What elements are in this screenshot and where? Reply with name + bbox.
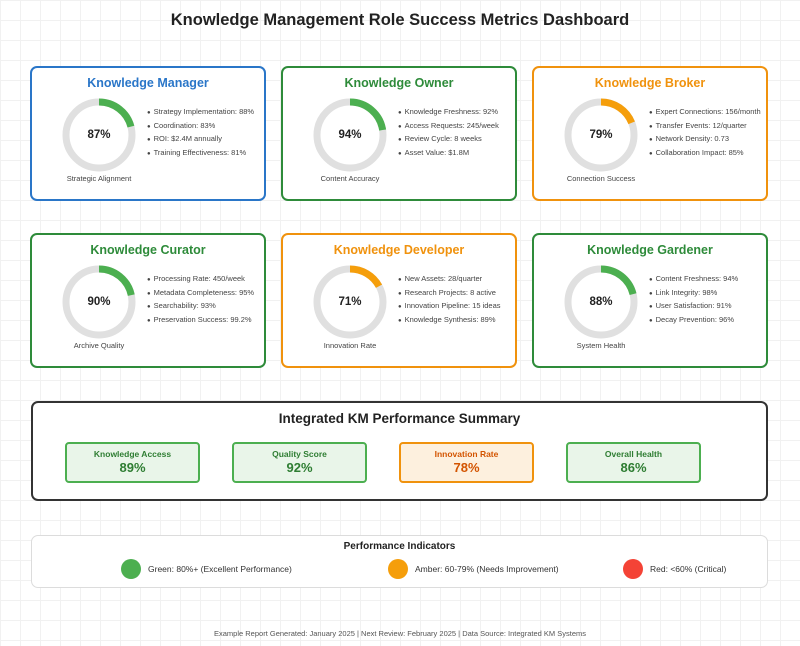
gauge-value: 90%	[87, 296, 111, 308]
metric-item: ● Content Freshness: 94%	[649, 274, 739, 283]
gauge-value: 79%	[589, 129, 613, 141]
metric-item: ● Decay Prevention: 96%	[649, 314, 735, 324]
gauge-label: Connection Success	[566, 174, 636, 183]
metric-item: ● User Satisfaction: 91%	[649, 301, 732, 310]
metric-item: ● Collaboration Impact: 85%	[649, 147, 744, 157]
kpi-quality-score: Quality Score 92%	[232, 442, 367, 483]
metric-item: ● ROI: $2.4M annually	[147, 134, 222, 143]
indicator-green: Green: 80%+ (Excellent Performance)	[121, 558, 292, 579]
footer-note: Example Report Generated: January 2025 |…	[214, 629, 586, 638]
card-title: Knowledge Owner	[344, 76, 454, 90]
gauge-label: Archive Quality	[73, 341, 125, 350]
gauge-label: Strategic Alignment	[66, 174, 132, 183]
gauge: 87%	[61, 97, 137, 173]
card-title: Knowledge Gardener	[587, 243, 713, 257]
performance-indicators: Performance Indicators Green: 80%+ (Exce…	[31, 535, 768, 588]
performance-summary: Integrated KM Performance Summary Knowle…	[31, 401, 768, 501]
indicators-title: Performance Indicators	[343, 541, 456, 552]
metric-item: ● Link Integrity: 98%	[649, 287, 718, 297]
card-title: Knowledge Manager	[87, 76, 209, 90]
card-knowledge-gardener: Knowledge Gardener 88% System Health ● Co…	[532, 233, 768, 368]
metrics-list: ● Content Freshness: 94% ● Link Integrity:…	[649, 272, 738, 326]
gauge: 94%	[312, 97, 388, 173]
gauge-value: 94%	[338, 129, 362, 141]
kpi-value: 78%	[453, 460, 480, 475]
card-title: Knowledge Developer	[333, 243, 465, 257]
gauge: 71%	[312, 264, 388, 340]
card-knowledge-manager: Knowledge Manager 87% Strategic Alignmen…	[30, 66, 266, 201]
metric-item: ● Preservation Success: 99.2%	[147, 314, 252, 324]
kpi-label: Knowledge Access	[93, 449, 172, 459]
card-knowledge-curator: Knowledge Curator 90% Archive Quality ● P…	[30, 233, 266, 368]
card-title: Knowledge Broker	[594, 76, 706, 90]
kpi-knowledge-access: Knowledge Access 89%	[65, 442, 200, 483]
kpi-innovation-rate: Innovation Rate 78%	[399, 442, 534, 483]
indicator-red: Red: <60% (Critical)	[623, 558, 726, 579]
kpi-label: Innovation Rate	[434, 449, 499, 459]
card-knowledge-owner: Knowledge Owner 94% Content Accuracy ● Kn…	[281, 66, 517, 201]
kpi-overall-health: Overall Health 86%	[566, 442, 701, 483]
metrics-list: ● Processing Rate: 450/week ● Metadata Com…	[147, 272, 254, 326]
metric-item: ● Innovation Pipeline: 15 ideas	[398, 301, 501, 310]
metrics-list: ● Strategy Implementation: 88% ● Coordinat…	[147, 105, 254, 159]
green-dot-icon	[121, 558, 141, 579]
gauge: 79%	[563, 97, 639, 173]
card-knowledge-broker: Knowledge Broker 79% Connection Success …	[532, 66, 768, 201]
indicator-amber: Amber: 60-79% (Needs Improvement)	[388, 558, 559, 579]
kpi-label: Overall Health	[604, 449, 663, 459]
gauge-value: 88%	[589, 296, 613, 308]
metrics-list: ● Knowledge Freshness: 92% ● Access Reques…	[398, 105, 499, 159]
kpi-label: Quality Score	[272, 449, 327, 459]
metric-item: ● Searchability: 93%	[147, 301, 216, 310]
gauge-label: Content Accuracy	[320, 174, 380, 183]
metrics-list: ● Expert Connections: 156/month ● Transfer…	[649, 105, 761, 159]
metric-item: ● Knowledge Synthesis: 89%	[398, 314, 496, 324]
gauge: 88%	[563, 264, 639, 340]
page-title: Knowledge Management Role Success Metric…	[170, 11, 630, 29]
summary-title: Integrated KM Performance Summary	[278, 411, 521, 426]
metric-item: ● Coordination: 83%	[147, 120, 216, 130]
card-title: Knowledge Curator	[90, 243, 206, 257]
gauge-label: Innovation Rate	[323, 341, 377, 350]
kpi-value: 92%	[286, 460, 313, 475]
metric-item: ● Transfer Events: 12/quarter	[649, 120, 747, 130]
red-dot-icon	[623, 558, 643, 579]
kpi-value: 86%	[620, 460, 647, 475]
metric-item: ● Research Projects: 8 active	[398, 287, 496, 297]
gauge-value: 87%	[87, 129, 111, 141]
metric-item: ● Access Requests: 245/week	[398, 120, 499, 130]
metric-item: ● Processing Rate: 450/week	[147, 274, 245, 283]
metric-item: ● Expert Connections: 156/month	[649, 107, 761, 116]
amber-dot-icon	[388, 558, 408, 579]
metric-item: ● Network Density: 0.73	[649, 134, 729, 143]
metric-item: ● Asset Value: $1.8M	[398, 147, 470, 157]
gauge: 90%	[61, 264, 137, 340]
metric-item: ● Training Effectiveness: 81%	[147, 147, 247, 157]
metric-item: ● Metadata Completeness: 95%	[147, 287, 255, 297]
indicator-text: Amber: 60-79% (Needs Improvement)	[415, 563, 559, 574]
kpi-value: 89%	[119, 460, 146, 475]
metrics-list: ● New Assets: 28/quarter ● Research Projec…	[398, 272, 501, 326]
gauge-value: 71%	[338, 296, 362, 308]
metric-item: ● Knowledge Freshness: 92%	[398, 107, 499, 116]
metric-item: ● Strategy Implementation: 88%	[147, 107, 255, 116]
indicator-text: Green: 80%+ (Excellent Performance)	[148, 563, 292, 574]
metric-item: ● New Assets: 28/quarter	[398, 274, 483, 283]
indicator-text: Red: <60% (Critical)	[650, 563, 727, 574]
gauge-label: System Health	[576, 341, 626, 350]
metric-item: ● Review Cycle: 8 weeks	[398, 134, 482, 143]
card-knowledge-developer: Knowledge Developer 71% Innovation Rate …	[281, 233, 517, 368]
